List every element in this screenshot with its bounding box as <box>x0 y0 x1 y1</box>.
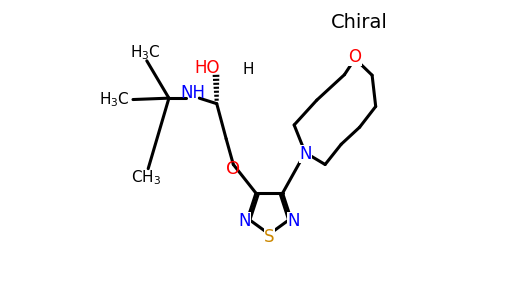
Text: H: H <box>242 62 253 77</box>
Text: Chiral: Chiral <box>331 13 388 32</box>
Text: HO: HO <box>194 59 220 77</box>
Text: CH$_3$: CH$_3$ <box>131 168 161 187</box>
Text: S: S <box>264 228 274 246</box>
Text: H$_3$C: H$_3$C <box>130 43 160 62</box>
Text: O: O <box>226 160 241 178</box>
Text: N: N <box>300 145 312 163</box>
Text: H$_3$C: H$_3$C <box>99 90 130 109</box>
Text: N: N <box>239 212 251 230</box>
Text: NH: NH <box>180 84 205 102</box>
Text: N: N <box>287 212 300 230</box>
Text: O: O <box>349 48 361 66</box>
